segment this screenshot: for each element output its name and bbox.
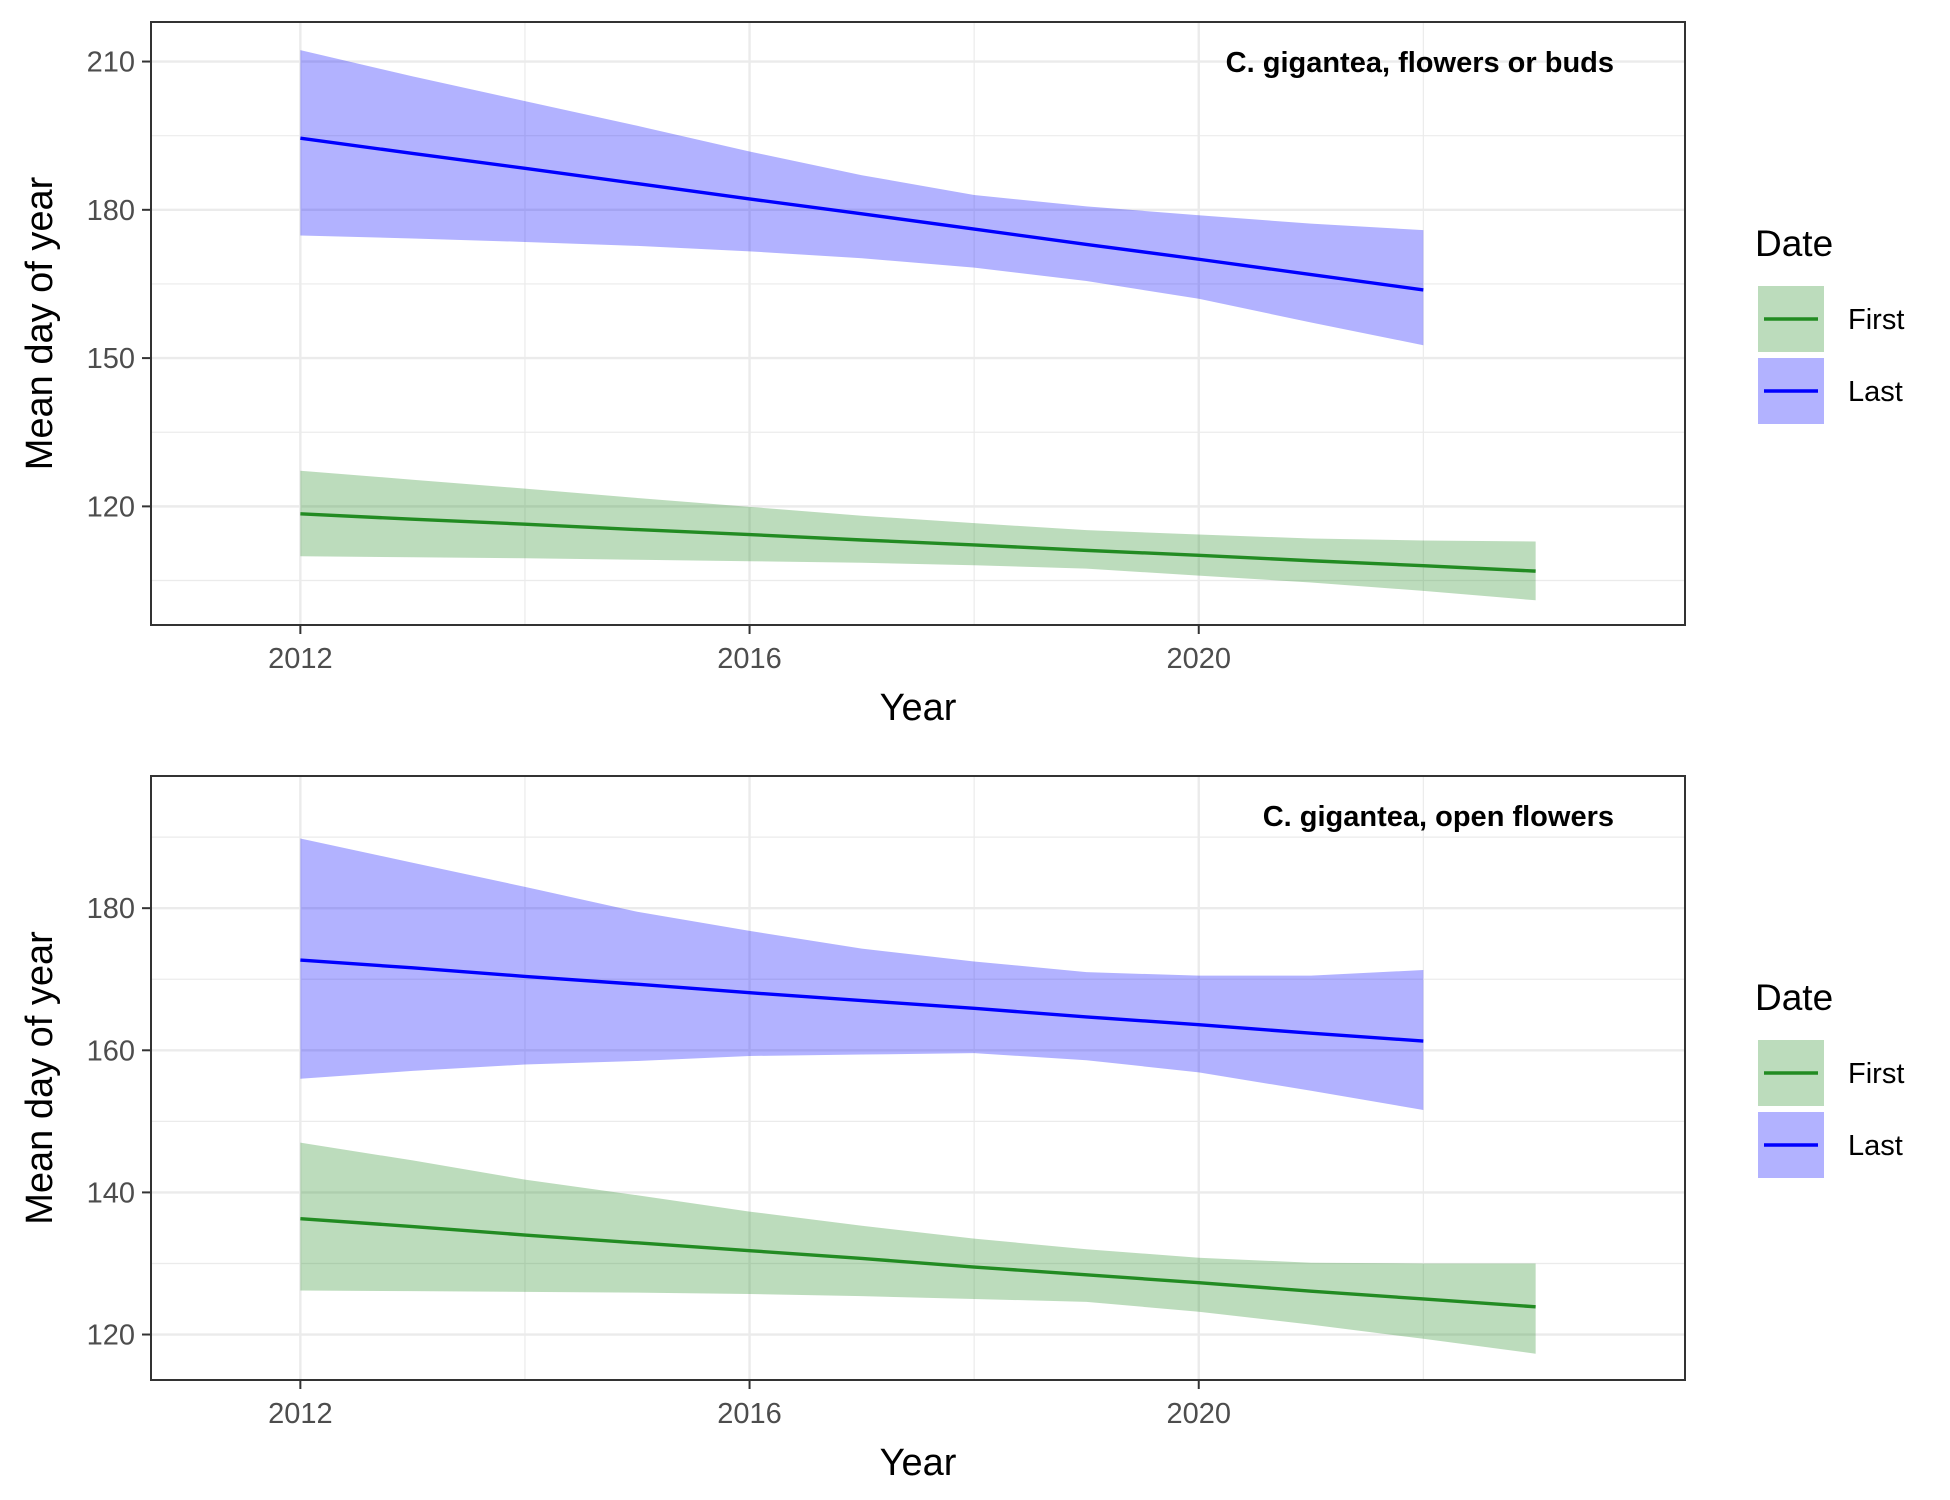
confidence-band-last (300, 838, 1424, 1110)
legend-label: First (1848, 304, 1904, 336)
y-tick-label: 180 (87, 893, 135, 925)
trend-line-first (300, 512, 1536, 573)
x-tick-label: 2020 (1166, 643, 1231, 675)
legend-item-first: First (1758, 286, 1904, 352)
chart-panel-2: 2012 2016 2020 120 140 160 180 Year Mean day of … (19, 775, 1904, 1484)
chart-panel-1: 2012 2016 2020 120 150 180 210 Year Mean day of … (19, 21, 1904, 729)
legend-label: Last (1848, 1130, 1903, 1162)
confidence-band-last (300, 50, 1424, 346)
trend-line-last (300, 958, 1424, 1043)
confidence-band-first (300, 470, 1536, 601)
panel-title: C. gigantea, open flowers (1263, 801, 1614, 833)
y-axis-title: Mean day of year (19, 176, 61, 470)
legend: Date First Last (1755, 977, 1904, 1178)
plot-background (151, 22, 1685, 625)
trend-line-first (300, 1217, 1536, 1309)
data-layer (300, 838, 1536, 1354)
x-axis-title: Year (880, 687, 957, 729)
y-tick-label: 140 (87, 1177, 135, 1209)
y-tick-label: 120 (87, 1320, 135, 1352)
x-tick-label: 2012 (268, 643, 333, 675)
y-axis-title: Mean day of year (19, 931, 61, 1225)
data-layer (300, 50, 1536, 601)
x-tick-label: 2016 (717, 1398, 782, 1430)
x-tick-label: 2012 (268, 1398, 333, 1430)
y-tick-label: 120 (87, 491, 135, 523)
confidence-band-first (300, 1142, 1536, 1354)
y-tick-label: 180 (87, 195, 135, 227)
panel-border (150, 21, 1686, 626)
legend-item-last: Last (1758, 1112, 1903, 1178)
legend-item-last: Last (1758, 358, 1903, 424)
panel-title: C. gigantea, flowers or buds (1226, 47, 1614, 79)
legend-title: Date (1755, 977, 1833, 1018)
trend-line-last (300, 136, 1424, 292)
y-tick-label: 150 (87, 343, 135, 375)
legend-title: Date (1755, 223, 1833, 264)
x-axis-title: Year (880, 1442, 957, 1484)
panel-border (150, 775, 1686, 1381)
legend-label: Last (1848, 376, 1903, 408)
legend-item-first: First (1758, 1040, 1904, 1106)
plot-background (151, 776, 1685, 1380)
y-tick-label: 160 (87, 1035, 135, 1067)
x-tick-label: 2016 (717, 643, 782, 675)
x-tick-label: 2020 (1166, 1398, 1231, 1430)
legend-label: First (1848, 1058, 1904, 1090)
legend: Date First Last (1755, 223, 1904, 424)
y-tick-label: 210 (87, 47, 135, 79)
